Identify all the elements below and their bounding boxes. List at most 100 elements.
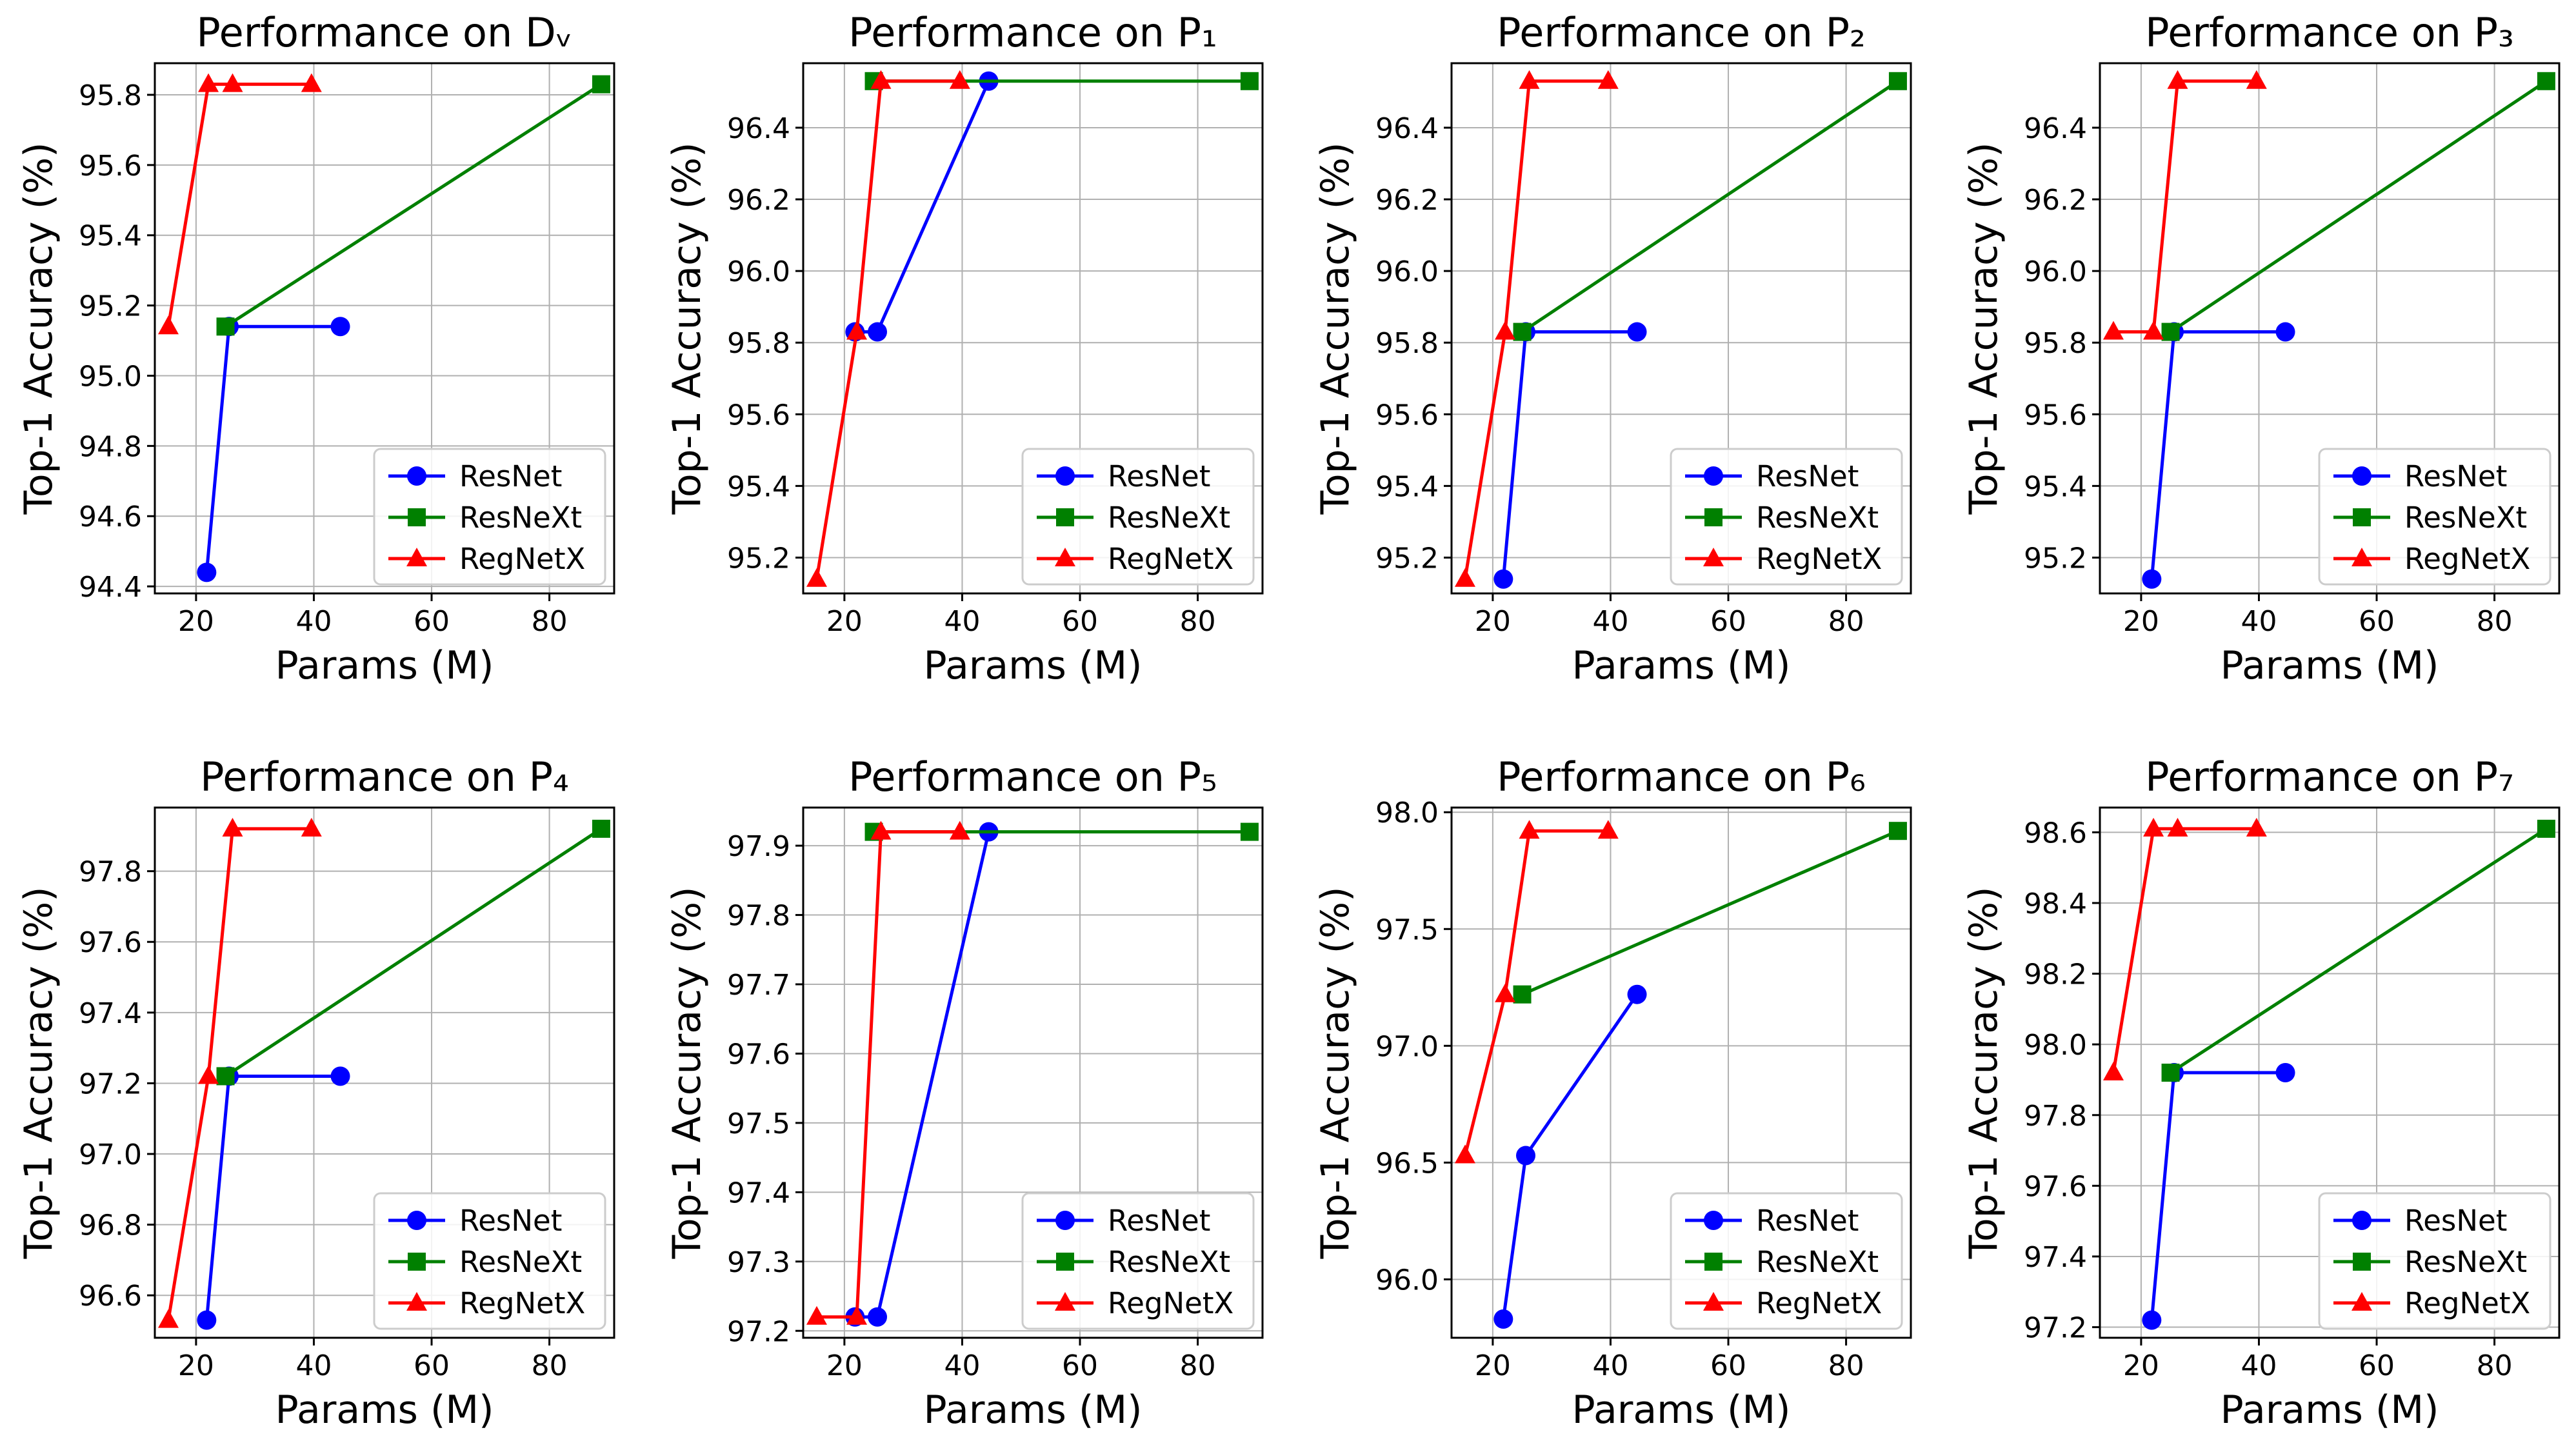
axes-frame [1450, 806, 1912, 1339]
legend-label-resnext: ResNeXt [1756, 501, 1879, 535]
legend-marker-regnetx [2351, 1292, 2372, 1311]
legend-marker-resnext [1056, 508, 1074, 526]
data-point-resnext [1240, 822, 1259, 841]
data-point-regnetx [949, 820, 970, 840]
legend-label-resnet: ResNet [459, 459, 562, 493]
data-point-regnetx [157, 1309, 179, 1328]
y-tick-label: 97.4 [727, 1177, 790, 1209]
x-tick-label: 60 [414, 1349, 450, 1382]
series-line-regnetx [1463, 79, 1608, 580]
y-tick-label: 97.8 [2024, 1100, 2087, 1133]
y-tick-label: 96.4 [2024, 112, 2087, 145]
axes-frame [1450, 62, 1912, 595]
y-tick-label: 96.0 [2024, 255, 2087, 288]
y-axis-label: Top-1 Accuracy (%) [16, 887, 61, 1260]
y-tick-label: 95.8 [1375, 327, 1439, 360]
chart-title: Performance on P₆ [1497, 753, 1866, 800]
legend-label-resnext: ResNeXt [459, 1245, 582, 1279]
y-tick-label: 96.0 [1375, 255, 1439, 288]
axes-frame [802, 62, 1264, 595]
x-tick-label: 40 [295, 1349, 332, 1382]
chart-title: Performance on P₄ [200, 753, 569, 800]
y-tick-label: 97.4 [79, 997, 142, 1030]
axes-frame [154, 62, 615, 595]
legend-marker-regnetx [2351, 548, 2372, 566]
legend-label-resnext: ResNeXt [2404, 501, 2527, 535]
y-tick-label: 97.3 [727, 1246, 790, 1279]
data-point-regnetx [1454, 1144, 1475, 1164]
legend-marker-resnet [407, 1211, 426, 1230]
y-tick-label: 98.6 [2024, 817, 2087, 849]
legend-label-resnet: ResNet [1108, 1204, 1210, 1238]
y-axis-label: Top-1 Accuracy (%) [1313, 887, 1358, 1260]
x-axis-label: Params (M) [923, 643, 1142, 688]
data-point-resnet [1627, 984, 1647, 1004]
data-point-resnet [197, 1310, 217, 1330]
data-point-regnetx [222, 73, 243, 92]
series-line-resnet [2150, 330, 2286, 580]
series-line-resnext [1521, 79, 1899, 333]
x-axis-label: Params (M) [2220, 1387, 2439, 1433]
legend-marker-resnet [407, 466, 426, 486]
chart-title: Performance on P₇ [2145, 753, 2514, 800]
data-point-regnetx [198, 1065, 219, 1084]
legend-label-regnetx: RegNetX [459, 1286, 585, 1320]
data-point-resnet [1493, 1309, 1513, 1329]
data-point-resnext [216, 317, 235, 336]
legend-label-resnext: ResNeXt [2404, 1245, 2527, 1279]
y-tick-label: 98.0 [1375, 797, 1439, 829]
data-point-regnetx [1495, 321, 1516, 340]
legend: ResNet ResNeXt RegNetX [373, 1192, 606, 1330]
x-tick-label: 40 [944, 605, 980, 638]
y-tick-label: 97.7 [727, 969, 790, 1002]
y-tick-label: 95.4 [79, 220, 142, 253]
data-point-regnetx [806, 1306, 827, 1325]
data-point-resnext [2537, 819, 2555, 838]
x-tick-label: 80 [1828, 605, 1864, 638]
legend-marker-resnet [2352, 1211, 2371, 1230]
legend-box [373, 1192, 606, 1330]
y-tick-label: 96.6 [79, 1280, 142, 1313]
data-point-regnetx [2167, 817, 2188, 837]
series-line-resnet [205, 324, 341, 573]
y-tick-label: 97.2 [727, 1315, 790, 1348]
y-tick-label: 95.2 [79, 290, 142, 323]
data-point-resnext [592, 75, 610, 94]
legend-box [2318, 448, 2551, 586]
data-point-regnetx [1597, 70, 1619, 89]
y-tick-label: 95.4 [2024, 470, 2087, 503]
legend-marker-resnext [1704, 1253, 1722, 1271]
x-tick-label: 20 [1475, 1349, 1511, 1382]
legend-label-regnetx: RegNetX [1108, 542, 1233, 576]
data-point-resnext [2161, 1064, 2180, 1082]
data-point-regnetx [301, 73, 322, 92]
legend-label-resnet: ResNet [2404, 459, 2507, 493]
data-point-regnetx [301, 817, 322, 837]
y-tick-label: 97.5 [727, 1107, 790, 1140]
data-point-resnet [2275, 1063, 2295, 1082]
legend-box [2318, 1192, 2551, 1330]
y-tick-label: 95.6 [79, 150, 142, 183]
legend-label-resnext: ResNeXt [1108, 501, 1230, 535]
data-point-resnext [2537, 72, 2555, 90]
legend-marker-resnet [2352, 466, 2371, 486]
legend-marker-regnetx [1703, 548, 1724, 566]
x-tick-label: 60 [2359, 605, 2395, 638]
series-line-resnet [855, 831, 990, 1319]
chart-panel-4: 20 40 60 80 95.2 95.4 95.6 95.8 96.0 96.2 96.4 Perf… [1961, 9, 2561, 688]
data-point-regnetx [1519, 820, 1540, 839]
data-point-resnet [330, 317, 350, 337]
axes-frame [2099, 806, 2561, 1339]
axes-frame [802, 806, 1264, 1339]
series-line-resnext [2170, 827, 2548, 1075]
series-line-regnetx [166, 83, 312, 327]
legend-marker-regnetx [406, 1292, 427, 1311]
x-tick-label: 60 [414, 605, 450, 638]
y-tick-label: 96.5 [1375, 1147, 1439, 1180]
data-point-regnetx [198, 73, 219, 92]
y-tick-label: 95.6 [1375, 399, 1439, 432]
chart-panel-8: 20 40 60 80 97.2 97.4 97.6 97.8 98.0 98.2 98.4 98.6… [1961, 753, 2561, 1433]
x-tick-label: 80 [532, 605, 568, 638]
legend-label-resnext: ResNeXt [1108, 1245, 1230, 1279]
x-axis-label: Params (M) [1572, 643, 1790, 688]
